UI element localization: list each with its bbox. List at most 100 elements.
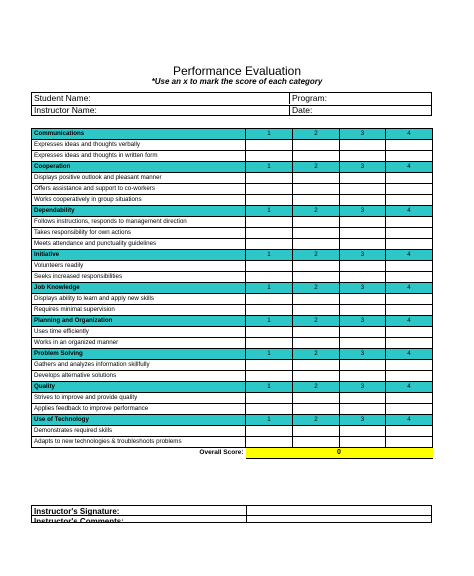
score-cell-2[interactable] <box>292 425 340 437</box>
score-cell-4[interactable] <box>385 139 433 151</box>
criterion-label: Strives to improve and provide quality <box>31 392 246 404</box>
date-field[interactable]: Date: <box>292 105 313 115</box>
score-cell-3[interactable] <box>339 293 386 305</box>
score-cell-3[interactable] <box>339 216 386 228</box>
score-cell-2[interactable] <box>292 183 340 195</box>
score-cell-4[interactable] <box>385 337 433 349</box>
score-cell-3[interactable] <box>339 403 386 415</box>
score-cell-1[interactable] <box>245 150 293 162</box>
score-cell-1[interactable] <box>245 194 293 206</box>
signature-column-divider <box>246 506 247 522</box>
score-cell-3[interactable] <box>339 150 386 162</box>
criterion-row: Applies feedback to improve performance <box>31 403 433 415</box>
scale-header-3: 3 <box>339 128 386 140</box>
score-cell-1[interactable] <box>245 216 293 228</box>
score-cell-1[interactable] <box>245 227 293 239</box>
score-cell-2[interactable] <box>292 271 340 283</box>
score-cell-4[interactable] <box>385 392 433 404</box>
program-field[interactable]: Program: <box>292 93 327 103</box>
score-cell-4[interactable] <box>385 172 433 184</box>
score-cell-1[interactable] <box>245 403 293 415</box>
score-cell-1[interactable] <box>245 436 293 448</box>
instructor-name-field[interactable]: Instructor Name: <box>32 105 290 116</box>
score-cell-4[interactable] <box>385 194 433 206</box>
category-label: Initiative <box>31 249 246 261</box>
score-cell-4[interactable] <box>385 183 433 195</box>
score-cell-1[interactable] <box>245 359 293 371</box>
score-cell-3[interactable] <box>339 304 386 316</box>
score-cell-2[interactable] <box>292 194 340 206</box>
score-cell-2[interactable] <box>292 392 340 404</box>
score-cell-1[interactable] <box>245 304 293 316</box>
score-cell-2[interactable] <box>292 172 340 184</box>
comments-label: Instructor's Comments: <box>34 517 124 523</box>
score-cell-1[interactable] <box>245 326 293 338</box>
criterion-label: Displays ability to learn and apply new … <box>31 293 246 305</box>
score-cell-2[interactable] <box>292 293 340 305</box>
score-cell-1[interactable] <box>245 172 293 184</box>
score-cell-4[interactable] <box>385 359 433 371</box>
score-cell-2[interactable] <box>292 227 340 239</box>
score-cell-4[interactable] <box>385 271 433 283</box>
score-cell-4[interactable] <box>385 227 433 239</box>
score-cell-1[interactable] <box>245 337 293 349</box>
score-cell-1[interactable] <box>245 425 293 437</box>
score-cell-3[interactable] <box>339 139 386 151</box>
score-cell-3[interactable] <box>339 370 386 382</box>
score-cell-3[interactable] <box>339 326 386 338</box>
score-cell-2[interactable] <box>292 337 340 349</box>
score-cell-4[interactable] <box>385 425 433 437</box>
score-cell-3[interactable] <box>339 172 386 184</box>
score-cell-1[interactable] <box>245 392 293 404</box>
score-cell-4[interactable] <box>385 150 433 162</box>
score-cell-2[interactable] <box>292 150 340 162</box>
score-cell-1[interactable] <box>245 271 293 283</box>
score-cell-3[interactable] <box>339 194 386 206</box>
student-name-field[interactable]: Student Name: <box>32 93 290 104</box>
score-cell-3[interactable] <box>339 359 386 371</box>
category-row: Use of Technology 1 2 3 4 <box>31 414 433 426</box>
score-cell-1[interactable] <box>245 293 293 305</box>
score-cell-2[interactable] <box>292 359 340 371</box>
score-cell-2[interactable] <box>292 304 340 316</box>
score-cell-2[interactable] <box>292 370 340 382</box>
score-cell-4[interactable] <box>385 293 433 305</box>
score-cell-1[interactable] <box>245 183 293 195</box>
score-cell-1[interactable] <box>245 260 293 272</box>
score-cell-3[interactable] <box>339 238 386 250</box>
score-cell-2[interactable] <box>292 326 340 338</box>
scale-header-4: 4 <box>385 249 433 261</box>
score-cell-3[interactable] <box>339 337 386 349</box>
score-cell-1[interactable] <box>245 238 293 250</box>
category-row: Cooperation 1 2 3 4 <box>31 161 433 173</box>
scale-header-4: 4 <box>385 128 433 140</box>
score-cell-1[interactable] <box>245 370 293 382</box>
score-cell-1[interactable] <box>245 139 293 151</box>
criterion-row: Seeks increased responsibilities <box>31 271 433 283</box>
score-cell-3[interactable] <box>339 260 386 272</box>
score-cell-2[interactable] <box>292 216 340 228</box>
criterion-label: Gathers and analyzes information skillfu… <box>31 359 246 371</box>
score-cell-2[interactable] <box>292 436 340 448</box>
scale-header-3: 3 <box>339 282 386 294</box>
score-cell-2[interactable] <box>292 403 340 415</box>
score-cell-2[interactable] <box>292 260 340 272</box>
score-cell-4[interactable] <box>385 238 433 250</box>
criterion-label: Expresses ideas and thoughts verbally <box>31 139 246 151</box>
score-cell-4[interactable] <box>385 216 433 228</box>
score-cell-4[interactable] <box>385 326 433 338</box>
score-cell-4[interactable] <box>385 403 433 415</box>
score-cell-2[interactable] <box>292 139 340 151</box>
score-cell-3[interactable] <box>339 436 386 448</box>
criterion-label: Offers assistance and support to co-work… <box>31 183 246 195</box>
score-cell-2[interactable] <box>292 238 340 250</box>
score-cell-4[interactable] <box>385 260 433 272</box>
score-cell-4[interactable] <box>385 370 433 382</box>
score-cell-3[interactable] <box>339 392 386 404</box>
score-cell-4[interactable] <box>385 436 433 448</box>
score-cell-3[interactable] <box>339 183 386 195</box>
score-cell-4[interactable] <box>385 304 433 316</box>
score-cell-3[interactable] <box>339 425 386 437</box>
score-cell-3[interactable] <box>339 271 386 283</box>
score-cell-3[interactable] <box>339 227 386 239</box>
